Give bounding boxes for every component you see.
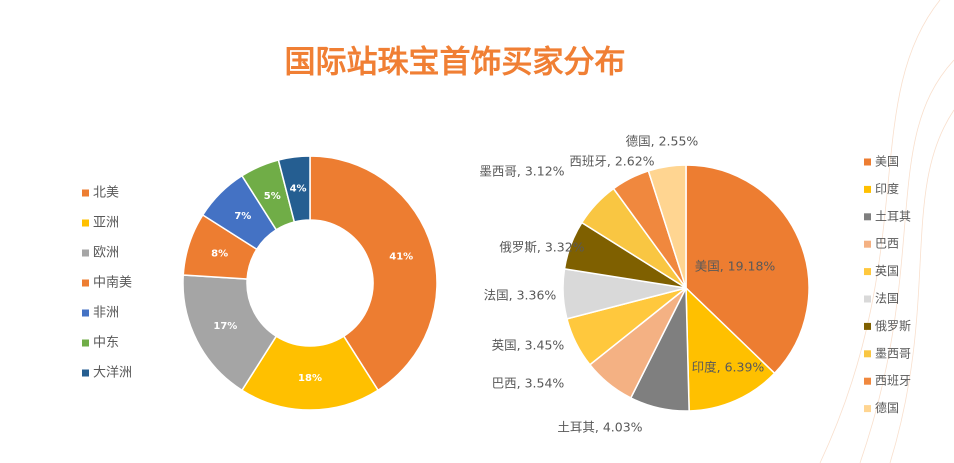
legend-swatch [864, 377, 871, 385]
data-label: 英国, 3.45% [492, 338, 565, 353]
data-label: 巴西, 3.54% [492, 376, 565, 391]
data-label: 德国, 2.55% [626, 134, 699, 149]
donut-slice [277, 155, 311, 223]
legend-swatch [82, 249, 89, 257]
legend-label: 法国 [875, 292, 899, 306]
legend-swatch [864, 350, 871, 358]
legend-swatch [82, 279, 89, 287]
decor [819, 0, 954, 463]
legend-label: 巴西 [875, 237, 899, 251]
data-label: 俄罗斯, 3.32% [499, 240, 584, 255]
legend-swatch [864, 405, 871, 413]
legend-swatch [82, 369, 89, 377]
legend-label: 西班牙 [875, 374, 911, 388]
legend-label: 土耳其 [875, 209, 911, 223]
data-label: 土耳其, 4.03% [557, 420, 642, 435]
legend-label: 非洲 [93, 306, 119, 321]
data-label: 5% [264, 191, 281, 202]
legend-swatch [82, 189, 89, 197]
legend-label: 美国 [875, 155, 899, 169]
legend-label: 大洋洲 [93, 366, 132, 381]
data-label: 8% [211, 249, 228, 260]
legend-label: 俄罗斯 [875, 319, 911, 333]
legend-swatch [864, 185, 871, 193]
data-label: 西班牙, 2.62% [569, 154, 654, 169]
title: 国际站珠宝首饰买家分布 [285, 45, 626, 81]
legend-label: 中东 [93, 336, 119, 351]
legend-label: 亚洲 [93, 216, 119, 231]
legend-label: 北美 [93, 186, 119, 201]
pie-slice [685, 286, 776, 412]
data-label: 41% [389, 251, 413, 262]
legend-swatch [864, 158, 871, 166]
legend-swatch [864, 213, 871, 221]
legend-label: 印度 [875, 181, 899, 196]
data-label: 17% [213, 321, 237, 332]
legend-swatch [864, 268, 871, 276]
donut-slice [309, 155, 438, 392]
data-label: 印度, 6.39% [692, 360, 765, 375]
legend-swatch [864, 295, 871, 303]
data-label: 美国, 19.18% [695, 259, 776, 274]
legend-swatch [864, 322, 871, 330]
legend-label: 德国 [875, 400, 899, 415]
legend-swatch [82, 339, 89, 347]
data-label: 7% [234, 211, 251, 222]
data-label: 墨西哥, 3.12% [479, 164, 564, 179]
pie-slice [647, 164, 687, 289]
data-label: 4% [290, 184, 307, 195]
legend-label: 中南美 [93, 275, 132, 291]
pie-slice [685, 164, 810, 375]
legend-swatch [82, 309, 89, 317]
legend-swatch [82, 219, 89, 227]
data-label: 法国, 3.36% [484, 288, 557, 303]
legend-label: 英国 [875, 264, 899, 278]
data-label: 18% [298, 373, 322, 384]
legend-label: 欧洲 [93, 246, 119, 261]
donut-slice [240, 335, 380, 411]
legend-label: 墨西哥 [875, 346, 911, 360]
legend-swatch [864, 240, 871, 248]
